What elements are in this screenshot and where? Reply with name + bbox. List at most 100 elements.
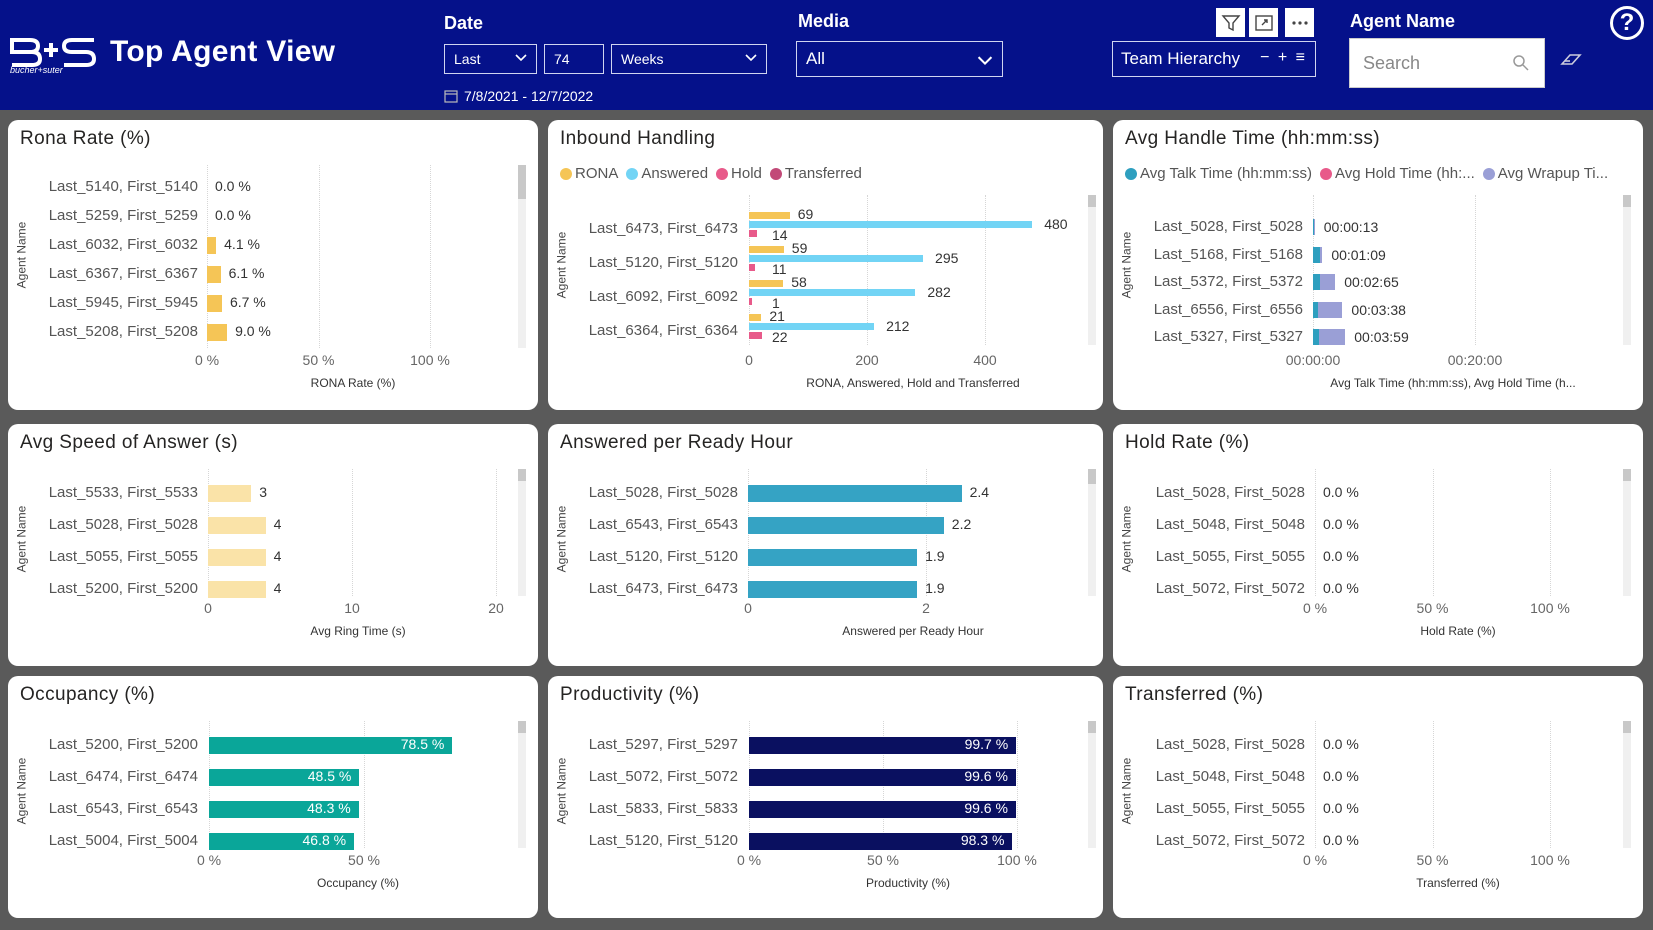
data-label: 0.0 % xyxy=(1323,484,1359,500)
focus-mode-button[interactable] xyxy=(1249,8,1278,37)
data-label: 59 xyxy=(791,240,808,256)
gridline xyxy=(867,195,868,345)
data-label: 1 xyxy=(772,295,780,311)
eraser-icon[interactable] xyxy=(1560,52,1582,68)
bar xyxy=(207,294,222,312)
chevron-down-icon xyxy=(977,56,993,66)
media-dropdown[interactable]: All xyxy=(796,41,1003,77)
category-label: Last_5200, First_5200 xyxy=(48,580,198,597)
scrollbar-thumb[interactable] xyxy=(1623,195,1631,207)
gridline xyxy=(1315,469,1316,596)
chevron-down-icon xyxy=(745,54,757,62)
bar-wrapup xyxy=(1319,329,1346,345)
chart-legend: RONA Answered Hold Transferred xyxy=(560,165,862,182)
more-options-button[interactable] xyxy=(1285,8,1314,37)
data-label: 46.8 % xyxy=(302,832,347,848)
scrollbar-thumb[interactable] xyxy=(518,721,526,733)
y-axis-title: Agent Name xyxy=(554,757,569,825)
agent-search-input[interactable]: Search xyxy=(1349,38,1545,88)
scrollbar-thumb[interactable] xyxy=(1088,195,1096,207)
gridline xyxy=(1550,721,1551,848)
data-label: 00:02:65 xyxy=(1344,274,1399,290)
bar xyxy=(748,580,918,598)
scrollbar-thumb[interactable] xyxy=(1088,721,1096,733)
data-label: 78.5 % xyxy=(400,736,445,752)
hierarchy-controls[interactable]: − + ≡ xyxy=(1260,49,1307,66)
scrollbar-thumb[interactable] xyxy=(518,469,526,481)
y-axis-title: Agent Name xyxy=(554,505,569,573)
gridline xyxy=(352,469,353,596)
bar xyxy=(207,323,228,341)
data-label: 69 xyxy=(797,206,814,222)
filter-button[interactable] xyxy=(1216,8,1245,37)
avg-speed-of-answer-card: Avg Speed of Answer (s) Agent Name 0 10 20 A… xyxy=(8,424,538,666)
scrollbar-track xyxy=(1088,469,1096,596)
bar-talk xyxy=(1313,329,1320,345)
scrollbar-track xyxy=(1623,469,1631,596)
agent-name-label: Agent Name xyxy=(1350,11,1456,31)
card-title: Rona Rate (%) xyxy=(20,128,151,149)
x-tick-label: 400 xyxy=(973,352,997,368)
bar-answered xyxy=(749,255,924,262)
date-unit-dropdown[interactable]: Weeks xyxy=(611,44,767,74)
x-axis-title: Answered per Ready Hour xyxy=(842,624,984,638)
data-label: 14 xyxy=(772,227,788,243)
inbound-handling-card: Inbound Handling RONA Answered Hold Tran… xyxy=(548,120,1103,410)
data-label: 48.3 % xyxy=(307,800,351,816)
data-label: 0.0 % xyxy=(1323,516,1359,532)
scrollbar-thumb[interactable] xyxy=(1088,469,1096,484)
category-label: Last_5208, First_5208 xyxy=(48,323,198,340)
card-title: Avg Speed of Answer (s) xyxy=(20,432,238,453)
date-count-input[interactable]: 74 xyxy=(544,44,604,74)
x-axis-title: Transferred (%) xyxy=(1416,876,1500,890)
team-hierarchy-slicer[interactable]: Team Hierarchy − + ≡ xyxy=(1112,41,1316,77)
bar-wrapup xyxy=(1319,274,1336,290)
bar xyxy=(209,768,360,786)
bar xyxy=(749,800,1016,818)
data-label: 58 xyxy=(791,274,807,290)
x-axis-title: Hold Rate (%) xyxy=(1420,624,1496,638)
bar xyxy=(749,768,1016,786)
bar xyxy=(207,265,221,283)
data-label: 11 xyxy=(772,261,787,277)
data-label: 0.0 % xyxy=(1323,832,1359,848)
bar xyxy=(749,736,1017,754)
date-mode-dropdown[interactable]: Last xyxy=(444,44,537,74)
x-tick-label: 50 % xyxy=(1416,852,1449,868)
bar-rona xyxy=(749,246,784,253)
gridline xyxy=(430,165,431,348)
data-label: 00:03:38 xyxy=(1351,301,1406,318)
category-label: Last_5372, First_5372 xyxy=(1153,273,1303,290)
data-label: 98.3 % xyxy=(960,832,1005,848)
y-axis-title: Agent Name xyxy=(14,221,29,289)
bar-talk xyxy=(1313,301,1319,318)
category-label: Last_5028, First_5028 xyxy=(1153,218,1303,235)
category-label: Last_5048, First_5048 xyxy=(1155,768,1305,785)
legend-rona: RONA xyxy=(575,165,619,182)
scrollbar-track xyxy=(1623,721,1631,848)
category-label: Last_5028, First_5028 xyxy=(48,516,198,533)
category-label: Last_5259, First_5259 xyxy=(48,207,198,224)
x-tick-label: 100 % xyxy=(410,352,450,368)
data-label: 00:03:59 xyxy=(1354,329,1409,345)
media-label: Media xyxy=(798,11,850,31)
productivity-card: Productivity (%) Agent Name 0 % 50 % 100 % P… xyxy=(548,676,1103,918)
card-title: Transferred (%) xyxy=(1125,684,1264,705)
data-label: 6.1 % xyxy=(228,265,265,281)
data-label: 00:01:09 xyxy=(1331,246,1386,263)
bar-rona xyxy=(749,212,790,219)
scrollbar-thumb[interactable] xyxy=(1623,721,1631,733)
category-label: Last_5028, First_5028 xyxy=(1155,484,1305,501)
help-button[interactable]: ? xyxy=(1610,6,1644,40)
bar xyxy=(207,236,217,254)
scrollbar-track xyxy=(1088,721,1096,848)
category-label: Last_5833, First_5833 xyxy=(588,800,738,817)
scrollbar-thumb[interactable] xyxy=(518,165,526,199)
scrollbar-track xyxy=(518,721,526,848)
category-label: Last_5072, First_5072 xyxy=(1155,580,1305,597)
category-label: Last_5200, First_5200 xyxy=(48,736,198,753)
gridline xyxy=(1475,195,1476,345)
category-label: Last_6474, First_6474 xyxy=(48,768,198,785)
category-label: Last_5327, First_5327 xyxy=(1153,328,1303,345)
scrollbar-thumb[interactable] xyxy=(1623,469,1631,481)
